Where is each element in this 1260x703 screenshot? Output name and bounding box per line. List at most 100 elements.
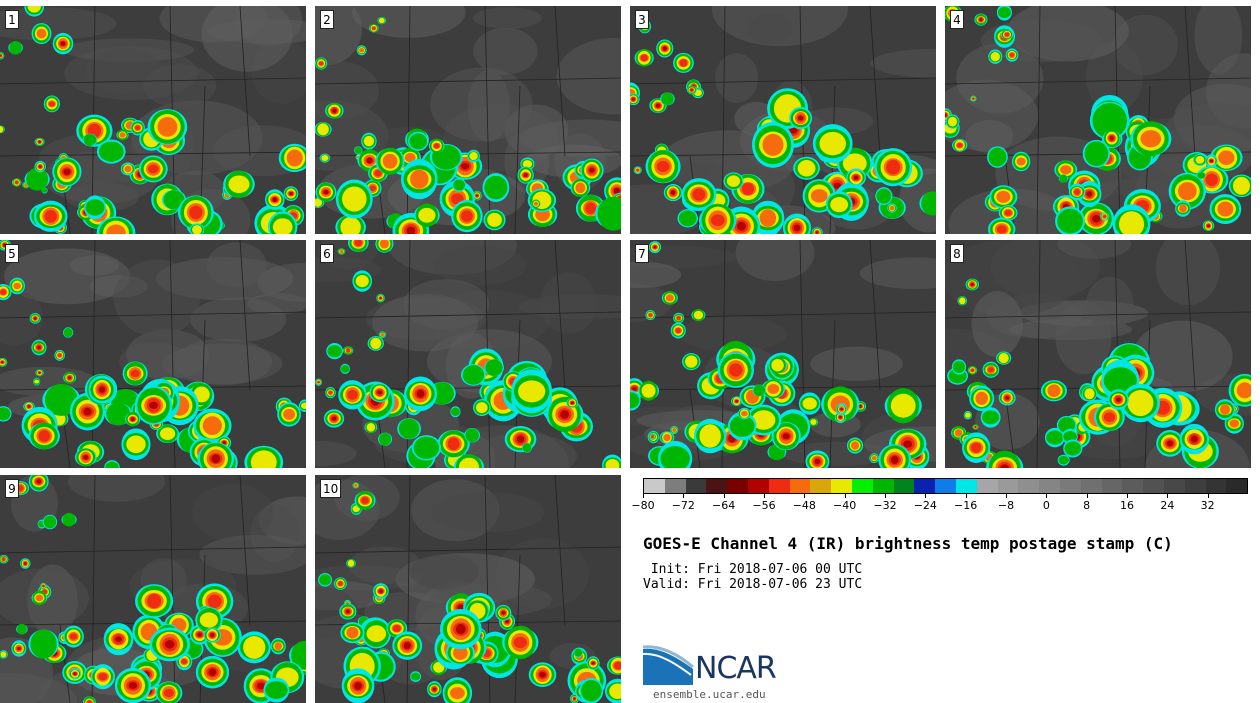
member-number-label: 9 [5,479,19,498]
storm-cell [656,161,670,172]
colorbar-tick-label: 32 [1200,499,1215,512]
storm-cell [1207,224,1210,228]
state-border [315,77,621,85]
storm-cell [354,146,362,154]
storm-cell [380,333,385,337]
storm-cell [98,141,124,162]
storm-cell [987,367,994,373]
storm-cell [522,443,532,453]
storm-cell [291,640,306,670]
colorbar-segment [955,479,977,493]
storm-cell [0,651,7,658]
storm-cell [501,611,506,615]
colorbar-segment [747,479,769,493]
storm-cell [690,89,693,91]
colorbar-segment [1018,479,1040,493]
ensemble-member-panel-4: 4 [945,6,1251,234]
terrain-shade [0,7,117,41]
colorbar-segment [1226,479,1248,493]
terrain-shade [1085,41,1143,113]
state-border [239,6,251,157]
terrain-shade [0,290,44,346]
storm-cell [41,188,48,193]
storm-cell [662,46,667,51]
storm-cell [345,609,350,614]
storm-cell [956,142,963,148]
state-border [0,546,306,554]
state-border [406,475,411,703]
terrain-shade [352,6,466,38]
storm-cell [63,327,73,338]
storm-cell [990,52,1000,62]
storm-cell [124,165,132,173]
colorbar-segment [914,479,936,493]
storm-cell [692,188,706,201]
terrain-shade [810,346,903,381]
storm-cell [327,344,342,358]
storm-cell [403,642,411,650]
state-border [630,77,936,85]
storm-cell [802,397,817,410]
storm-cell [859,404,862,408]
storm-cell [17,647,21,650]
colorbar-tick [885,494,886,498]
storm-cell [842,153,867,174]
storm-cell [660,446,690,468]
colorbar-segment [1163,479,1185,493]
storm-cell [970,368,975,372]
terrain-shade [945,79,1039,152]
storm-cell [359,48,365,53]
storm-cell [14,180,19,185]
storm-cell [13,282,22,290]
storm-cell [1092,215,1101,223]
storm-cell [192,224,202,234]
storm-cell [342,186,367,212]
storm-cell [321,154,329,162]
state-border [0,311,306,319]
ncar-logo-text: NCAR [695,651,777,686]
storm-cell [1004,32,1010,37]
state-border [239,475,251,626]
storm-cell [575,182,586,194]
storm-cell [959,297,966,305]
storm-cell [286,149,303,167]
storm-cell [1046,430,1064,445]
storm-cell [516,435,525,443]
storm-cell [382,153,398,169]
storm-cell [678,210,697,227]
ir-satellite-map [630,240,936,468]
storm-cell [328,390,333,395]
colorbar-tick-label: −56 [752,499,776,512]
state-border [945,311,1251,319]
storm-cell [256,682,265,690]
storm-cell [693,310,704,320]
storm-cell [797,160,816,177]
storm-cell [16,623,27,635]
storm-cell [119,132,126,138]
storm-cell [513,636,527,649]
storm-cell [130,369,140,378]
terrain-shade [199,534,306,575]
storm-cell [44,209,57,223]
storm-cell [751,410,776,430]
terrain-shade [1086,276,1134,332]
storm-cell [354,682,362,690]
storm-cell [1197,172,1206,179]
storm-cell [475,402,488,414]
colorbar-tick [804,494,806,498]
terrain-shade [1155,240,1221,306]
storm-cell [1074,189,1081,195]
storm-cell [505,619,509,624]
storm-cell [771,358,784,372]
member-number-label: 10 [320,479,342,498]
storm-cell [398,418,420,439]
storm-cell [355,274,369,288]
storm-cell [211,454,221,464]
storm-cell [128,682,138,689]
storm-cell [1217,201,1234,217]
storm-cell [87,700,92,703]
storm-cell [332,108,337,113]
storm-cell [1102,214,1107,219]
storm-cell [85,199,105,216]
colorbar-tick-label: −8 [997,499,1015,512]
